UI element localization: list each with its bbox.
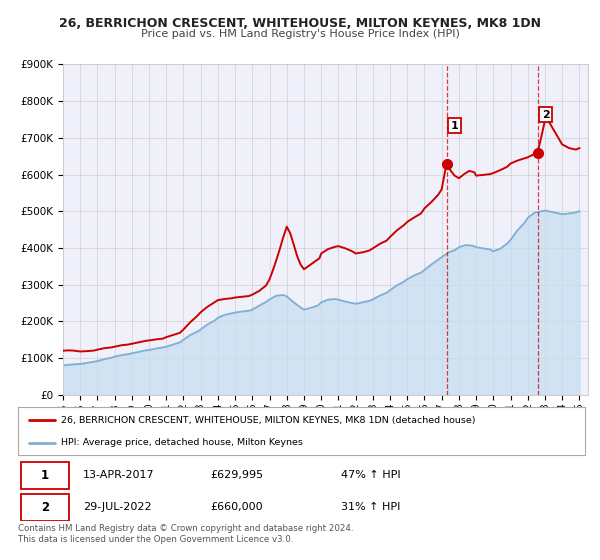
Text: 26, BERRICHON CRESCENT, WHITEHOUSE, MILTON KEYNES, MK8 1DN: 26, BERRICHON CRESCENT, WHITEHOUSE, MILT… [59, 17, 541, 30]
Text: 26, BERRICHON CRESCENT, WHITEHOUSE, MILTON KEYNES, MK8 1DN (detached house): 26, BERRICHON CRESCENT, WHITEHOUSE, MILT… [61, 416, 475, 425]
Text: Contains HM Land Registry data © Crown copyright and database right 2024.
This d: Contains HM Land Registry data © Crown c… [18, 524, 353, 544]
Text: 1: 1 [41, 469, 49, 482]
FancyBboxPatch shape [21, 494, 69, 521]
Text: £660,000: £660,000 [211, 502, 263, 512]
Text: 29-JUL-2022: 29-JUL-2022 [83, 502, 152, 512]
FancyBboxPatch shape [21, 462, 69, 489]
Text: HPI: Average price, detached house, Milton Keynes: HPI: Average price, detached house, Milt… [61, 438, 302, 447]
Text: 1: 1 [451, 120, 458, 130]
Text: 2: 2 [41, 501, 49, 514]
Text: £629,995: £629,995 [211, 470, 264, 480]
Text: 31% ↑ HPI: 31% ↑ HPI [341, 502, 401, 512]
Text: 13-APR-2017: 13-APR-2017 [83, 470, 155, 480]
Text: Price paid vs. HM Land Registry's House Price Index (HPI): Price paid vs. HM Land Registry's House … [140, 29, 460, 39]
Text: 2: 2 [542, 110, 550, 120]
Text: 47% ↑ HPI: 47% ↑ HPI [341, 470, 401, 480]
